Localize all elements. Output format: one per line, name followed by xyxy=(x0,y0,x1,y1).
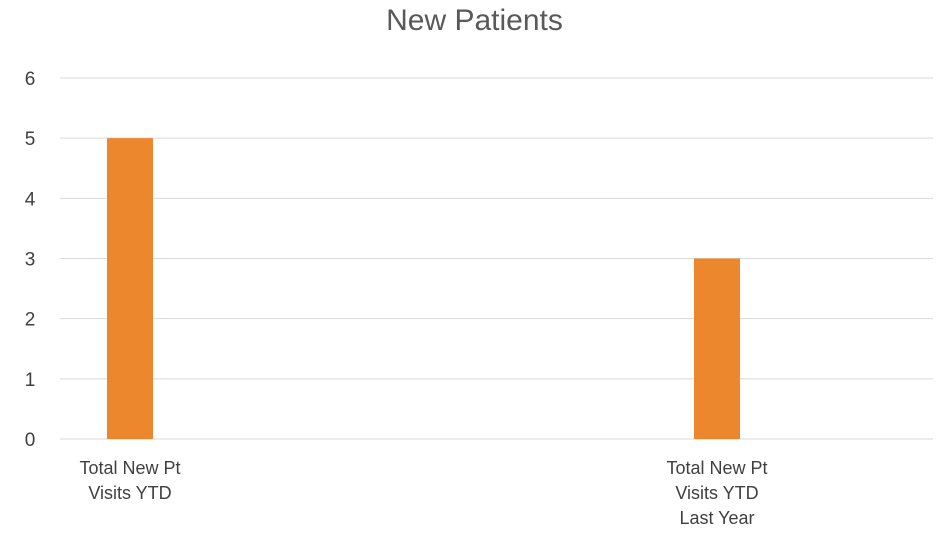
y-tick-label: 3 xyxy=(25,250,36,271)
x-category-label: Total New Pt Visits YTD xyxy=(79,458,180,503)
gridlines xyxy=(60,77,933,440)
y-tick-label: 1 xyxy=(25,370,36,391)
chart-title: New Patients xyxy=(386,4,563,37)
bar-2 xyxy=(694,258,740,439)
bar-1 xyxy=(107,138,153,439)
y-axis-ticks: 0 1 2 3 4 5 6 xyxy=(25,69,36,451)
y-tick-label: 0 xyxy=(25,430,36,451)
x-axis-labels: Total New Pt Visits YTD Total New Pt Visits… xyxy=(79,458,767,528)
x-category-label: Total New Pt Visits YTD Last Year xyxy=(666,458,767,528)
bars xyxy=(107,138,740,439)
y-tick-label: 2 xyxy=(25,310,36,331)
y-tick-label: 4 xyxy=(25,189,36,210)
y-tick-label: 6 xyxy=(25,69,36,90)
y-tick-label: 5 xyxy=(25,129,36,150)
